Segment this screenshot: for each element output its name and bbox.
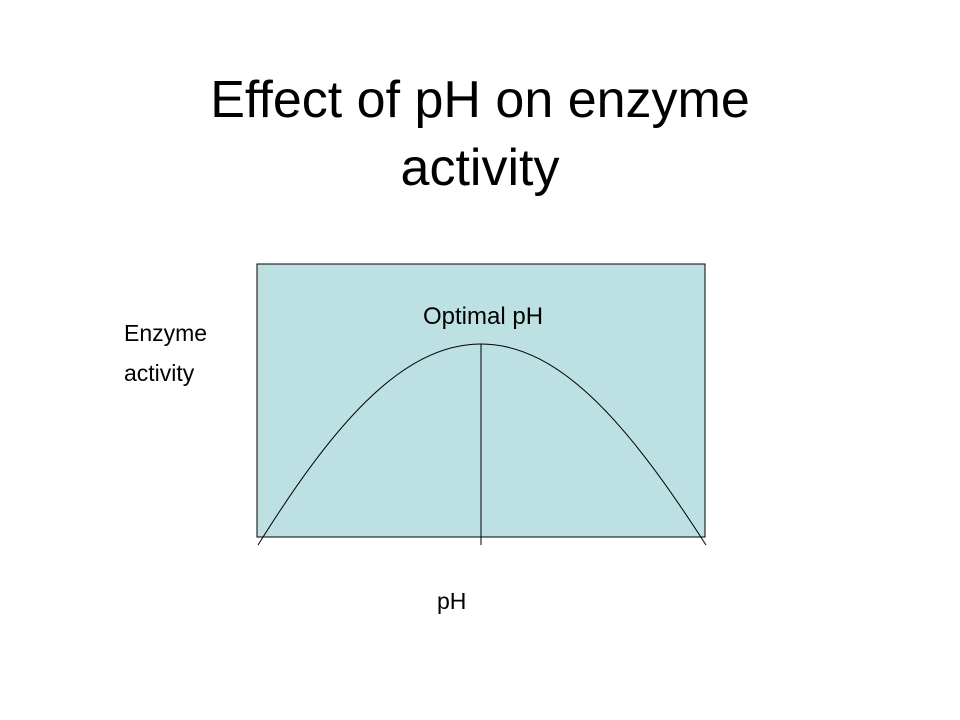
x-label: pH: [437, 588, 467, 614]
title: Effect of pH on enzyme activity: [210, 71, 750, 197]
peak-label: Optimal pH: [423, 303, 544, 330]
y-label: Enzyme activity: [124, 320, 208, 386]
